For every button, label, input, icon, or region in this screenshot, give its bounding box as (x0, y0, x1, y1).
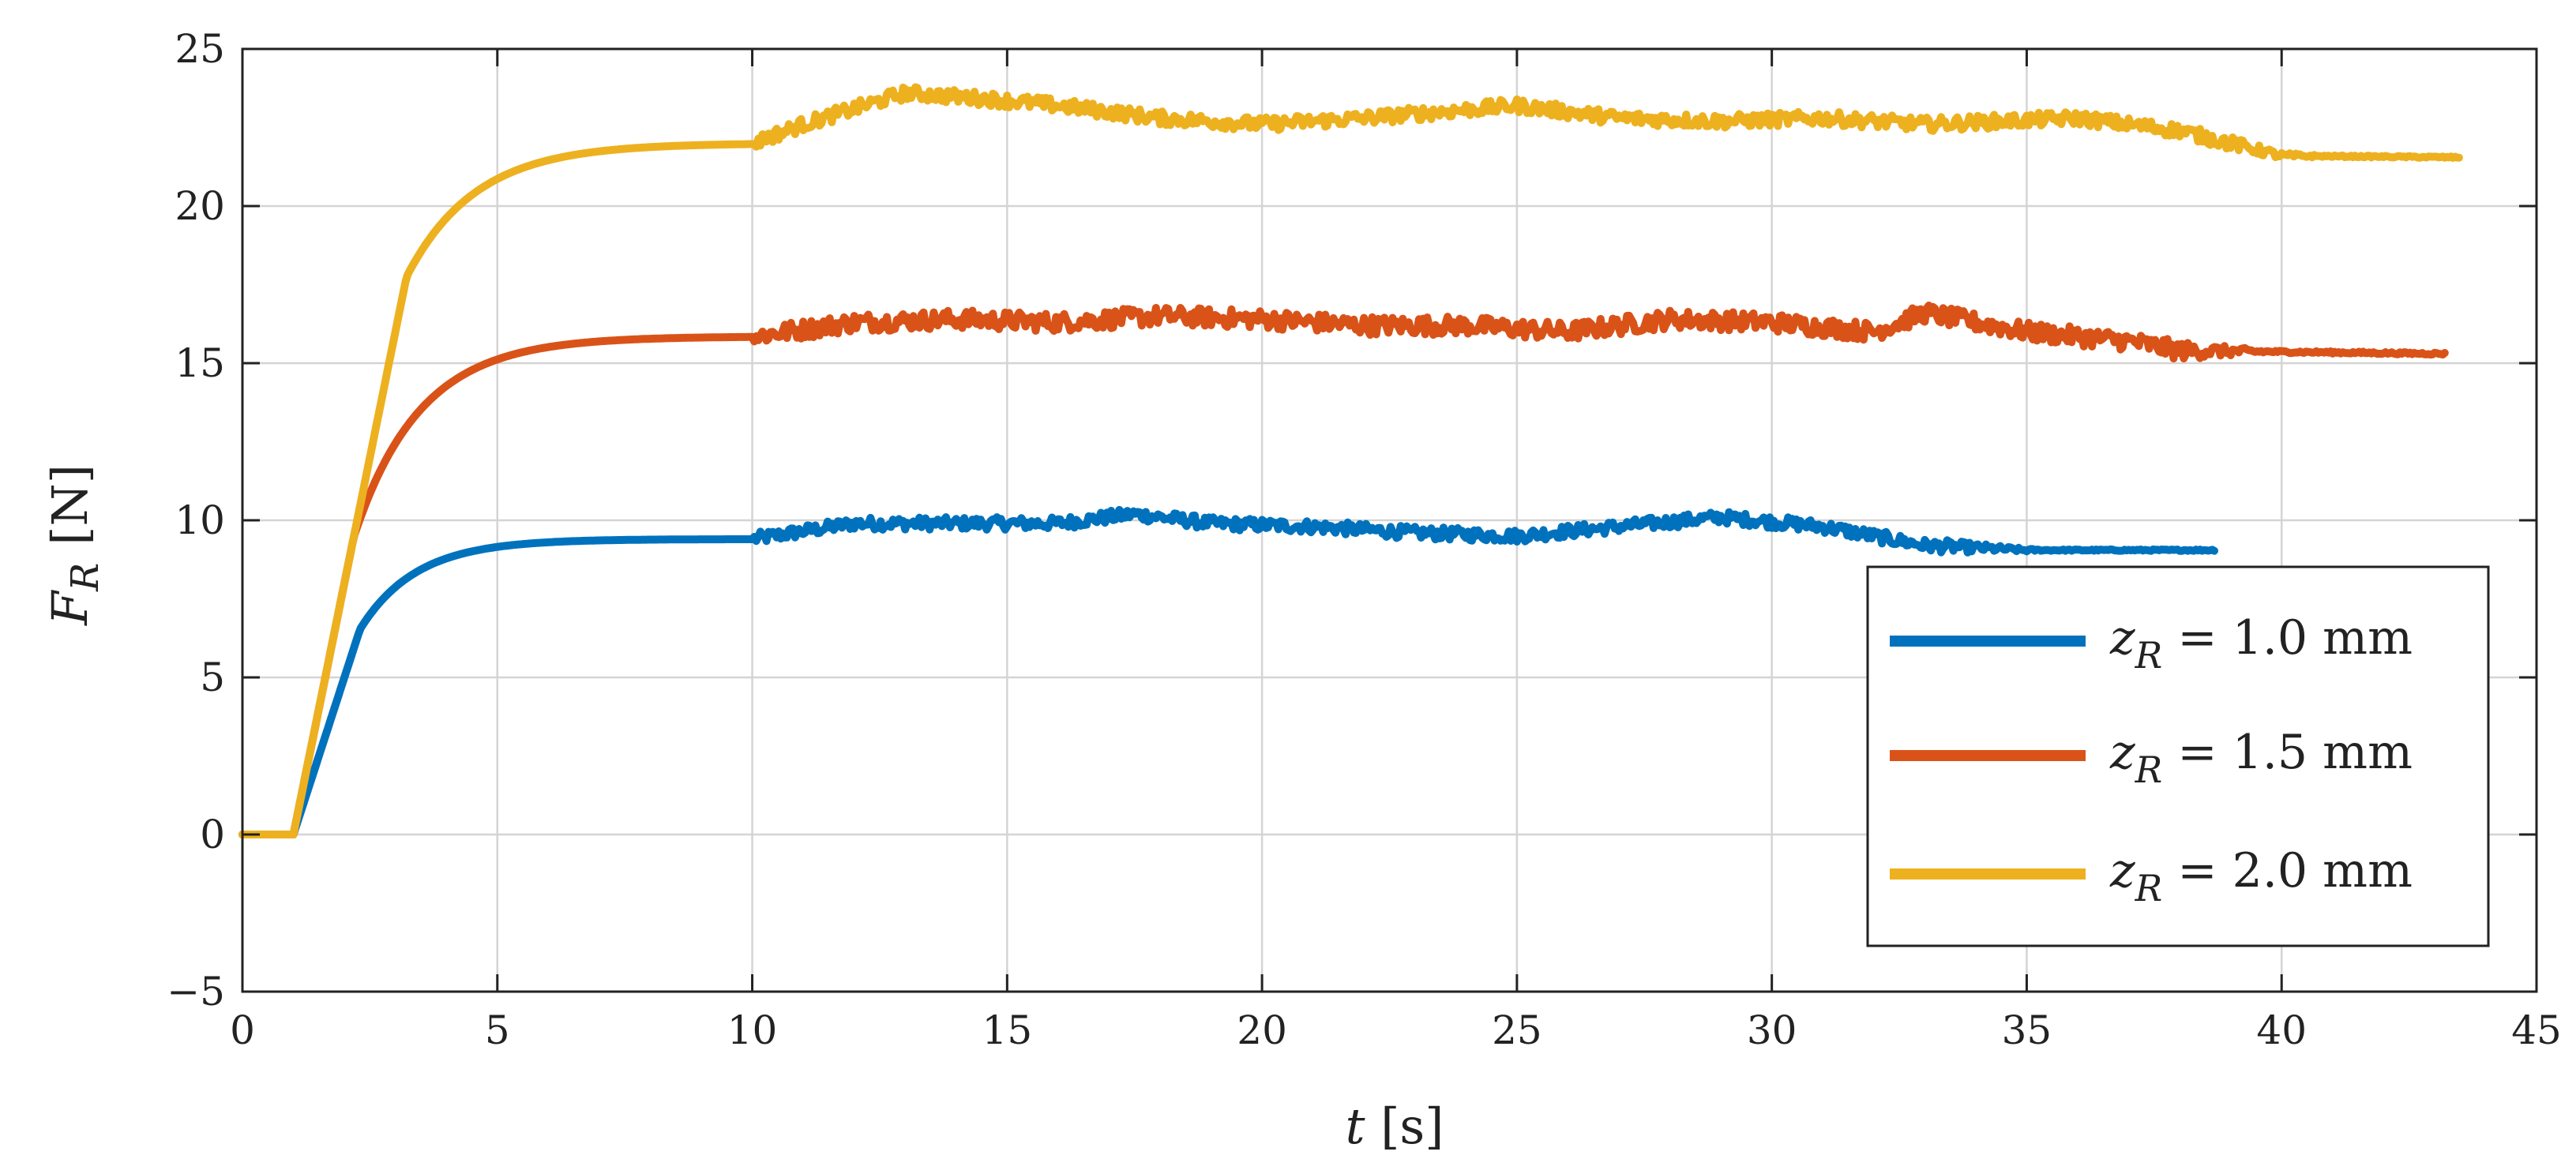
legend-label-3: zR = 2.0 mm (2109, 843, 2413, 910)
y-tick-label-6: 25 (175, 26, 225, 72)
x-tick-label-1: 5 (485, 1007, 510, 1053)
x-tick-label-0: 0 (230, 1007, 255, 1053)
x-tick-label-8: 40 (2256, 1007, 2307, 1053)
legend-label-1: zR = 1.0 mm (2109, 610, 2413, 677)
axes (241, 47, 2538, 993)
x-tick-label-5: 25 (1492, 1007, 1542, 1053)
legend-label-2: zR = 1.5 mm (2109, 725, 2413, 791)
legend-item-1: zR = 1.0 mm (1890, 610, 2413, 677)
y-tick-label-3: 10 (175, 497, 225, 543)
y-axis-label: FR[N] (41, 464, 107, 626)
legend-item-3: zR = 2.0 mm (1890, 843, 2413, 910)
y-tick-label-0: −5 (167, 969, 225, 1015)
series-line-3 (238, 83, 2463, 838)
x-axis-label: t [s] (1346, 1097, 1444, 1155)
y-tick-label-5: 20 (175, 183, 225, 229)
legend: zR = 1.0 mm zR = 1.5 mm zR = 2.0 mm (1866, 565, 2490, 947)
x-tick-label-6: 30 (1747, 1007, 1797, 1053)
x-tick-label-2: 10 (727, 1007, 778, 1053)
series-line-2 (238, 302, 2449, 838)
series-line-1 (238, 505, 2218, 838)
x-tick-label-9: 45 (2511, 1007, 2562, 1053)
y-tick-label-2: 5 (200, 655, 225, 700)
x-tick-label-3: 15 (982, 1007, 1033, 1053)
x-tick-label-7: 35 (2002, 1007, 2052, 1053)
x-tick-label-4: 20 (1237, 1007, 1287, 1053)
legend-item-2: zR = 1.5 mm (1890, 725, 2413, 791)
series-lines (238, 83, 2463, 838)
y-tick-label-1: 0 (200, 812, 225, 857)
y-tick-label-4: 15 (175, 340, 225, 386)
